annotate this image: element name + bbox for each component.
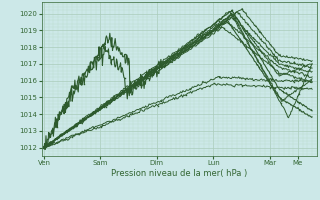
X-axis label: Pression niveau de la mer( hPa ): Pression niveau de la mer( hPa ) [111, 169, 247, 178]
